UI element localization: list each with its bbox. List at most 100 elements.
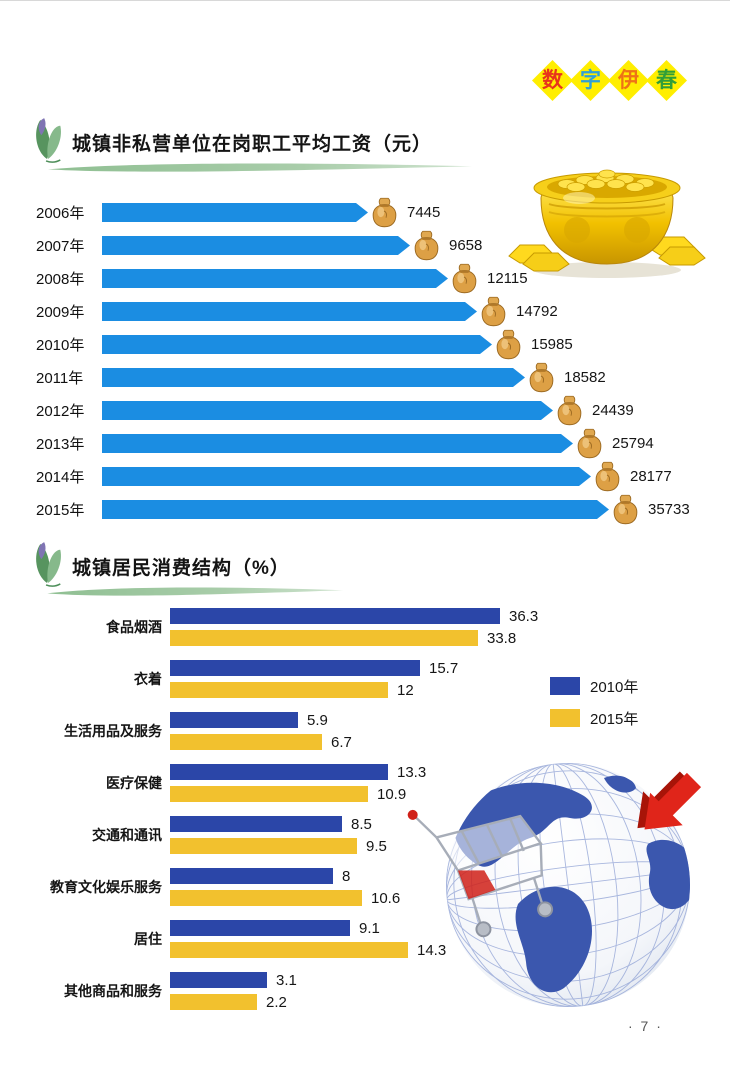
consumption-group: 教育文化娱乐服务 8 10.6 [30, 868, 550, 907]
wage-row: 2011年 18582 [30, 361, 710, 394]
consumption-group: 交通和通讯 8.5 9.5 [30, 815, 550, 855]
category-label: 衣着 [134, 671, 162, 687]
bar-2010 [170, 972, 267, 988]
money-bag-icon [481, 296, 506, 327]
logo-char: 数 [542, 69, 563, 92]
wage-row: 2012年 24439 [30, 394, 710, 427]
gold-ingots-right [648, 236, 706, 266]
wage-value: 35733 [648, 501, 690, 518]
category-label: 其他商品和服务 [64, 983, 162, 999]
wage-row: 2013年 25794 [30, 427, 710, 460]
value-2015: 2.2 [266, 993, 287, 1011]
wage-bar [102, 203, 368, 222]
category-label: 教育文化娱乐服务 [50, 879, 162, 895]
bar-2010 [170, 764, 388, 780]
bar-2010 [170, 660, 420, 676]
year-label: 2012年 [36, 403, 85, 420]
leaf-ornament-icon [35, 117, 62, 163]
value-2010: 5.9 [307, 711, 328, 729]
bar-2015 [170, 890, 362, 906]
money-bag-icon [557, 395, 582, 426]
money-bag-icon [414, 230, 439, 261]
consumption-group: 衣着 15.7 12 [30, 659, 550, 699]
bar-2015 [170, 786, 368, 802]
globe-cart-illustration [407, 762, 702, 1008]
year-label: 2014年 [36, 469, 85, 486]
chart2-header: 城镇居民消费结构（%） [28, 538, 344, 596]
value-2015: 14.3 [417, 941, 447, 959]
bar-2015 [170, 838, 357, 854]
value-2010: 15.7 [429, 659, 459, 677]
consumption-group: 医疗保健 13.3 10.9 [30, 763, 550, 803]
logo-char: 伊 [618, 69, 639, 92]
page-number: · 7 · [628, 1018, 663, 1034]
chart1-title: 城镇非私营单位在岗职工平均工资（元） [72, 134, 433, 155]
wage-bar [102, 434, 573, 453]
bar-2010 [170, 608, 500, 624]
wage-value: 28177 [630, 468, 672, 485]
wage-row: 2010年 15985 [30, 328, 710, 361]
consumption-group: 食品烟酒 36.3 33.8 [30, 607, 550, 647]
chart2-title: 城镇居民消费结构（%） [72, 558, 290, 579]
value-2015: 33.8 [487, 629, 517, 647]
wage-bar [102, 368, 525, 387]
wage-bar [102, 302, 477, 321]
value-2010: 8.5 [351, 815, 372, 833]
value-2015: 10.9 [377, 785, 407, 803]
year-label: 2013年 [36, 436, 85, 453]
consumption-chart: 食品烟酒 36.3 33.8 衣着 15.7 12 生活用品及服务 5.9 6.… [30, 608, 550, 1024]
year-label: 2015年 [36, 502, 85, 519]
value-2010: 13.3 [397, 763, 427, 781]
wage-value: 24439 [592, 402, 634, 419]
money-bag-icon [496, 329, 521, 360]
wage-value: 18582 [564, 369, 606, 386]
wage-bar [102, 236, 410, 255]
bar-2015 [170, 630, 478, 646]
wage-value: 12115 [487, 270, 528, 287]
wage-row: 2009年 14792 [30, 295, 710, 328]
red-arrow-icon [637, 771, 702, 830]
category-label: 交通和通讯 [92, 827, 162, 843]
value-2010: 9.1 [359, 919, 380, 937]
shopping-cart-icon [407, 809, 554, 938]
swoosh-underline [47, 587, 344, 596]
year-label: 2008年 [36, 271, 85, 288]
logo-char: 春 [656, 69, 677, 92]
money-bag-icon [595, 461, 620, 492]
wage-row: 2007年 9658 [30, 229, 710, 262]
legend-label-2015: 2015年 [590, 710, 639, 728]
wage-bar [102, 401, 553, 420]
year-label: 2011年 [36, 370, 84, 387]
bar-2010 [170, 712, 298, 728]
money-bag-icon [613, 494, 638, 525]
year-label: 2007年 [36, 238, 85, 255]
value-2015: 10.6 [371, 889, 401, 907]
money-bag-icon [372, 197, 397, 228]
year-label: 2009年 [36, 304, 85, 321]
value-2015: 12 [397, 681, 414, 699]
wage-bar [102, 467, 591, 486]
money-bag-icon [529, 362, 554, 393]
legend-label-2010: 2010年 [590, 678, 639, 696]
legend-swatch-2010 [550, 677, 580, 695]
value-2010: 36.3 [509, 607, 539, 625]
category-label: 食品烟酒 [106, 619, 162, 635]
gold-pot-illustration [508, 169, 706, 278]
wage-row: 2006年 7445 [30, 196, 710, 229]
bar-2015 [170, 682, 388, 698]
wage-value: 7445 [407, 204, 441, 221]
logo-diamond: 伊 [607, 59, 650, 102]
wage-bar [102, 500, 609, 519]
category-label: 生活用品及服务 [64, 723, 162, 739]
category-label: 居住 [134, 931, 162, 947]
wage-value: 14792 [516, 303, 558, 320]
wage-chart: 2006年 7445 2007年 9658 2008年 12115 2009年 … [30, 196, 710, 526]
wage-bar [102, 269, 448, 288]
logo-shuzi-yichun: 数 字 伊 春 [531, 59, 688, 102]
value-2015: 6.7 [331, 733, 352, 751]
wage-row: 2014年 28177 [30, 460, 710, 493]
wage-bar [102, 335, 492, 354]
category-label: 医疗保健 [106, 775, 162, 791]
legend-item-2015: 2015年 [550, 708, 638, 728]
